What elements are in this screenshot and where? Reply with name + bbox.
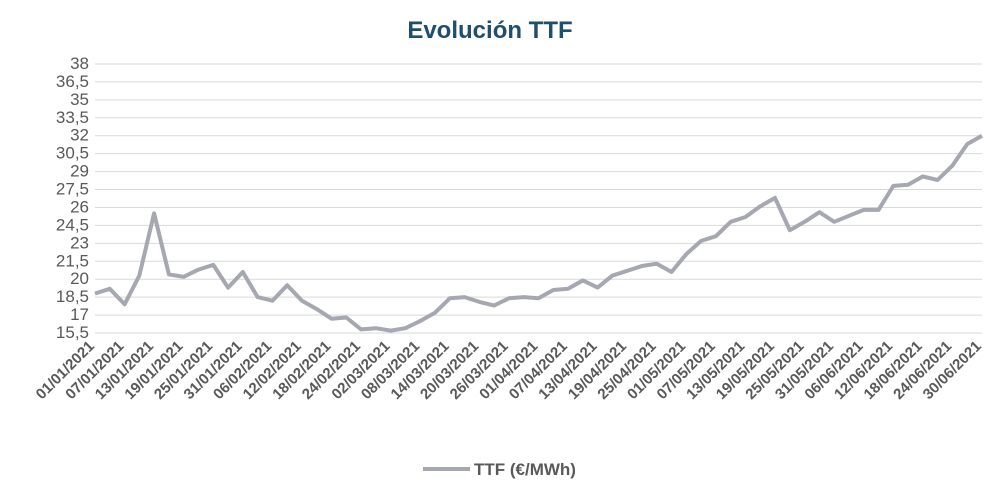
y-tick-label: 29 <box>70 162 89 181</box>
legend-label: TTF (€/MWh) <box>474 460 576 479</box>
line-series <box>94 133 983 333</box>
y-tick-label: 32 <box>70 126 89 145</box>
y-tick-label: 15,5 <box>56 323 89 342</box>
y-tick-label: 38 <box>70 54 89 73</box>
y-tick-label: 20 <box>70 269 89 288</box>
y-tick-label: 24,5 <box>56 215 89 234</box>
y-tick-label: 17 <box>70 305 89 324</box>
y-tick-label: 21,5 <box>56 251 89 270</box>
y-tick-label: 27,5 <box>56 180 89 199</box>
y-tick-label: 36,5 <box>56 72 89 91</box>
y-tick-label: 35 <box>70 90 89 109</box>
y-tick-label: 18,5 <box>56 287 89 306</box>
y-tick-label: 23 <box>70 233 89 252</box>
y-tick-label: 30,5 <box>56 144 89 163</box>
chart-title: Evolución TTF <box>407 17 572 44</box>
y-tick-label: 26 <box>70 197 89 216</box>
y-tick-label: 33,5 <box>56 108 89 127</box>
